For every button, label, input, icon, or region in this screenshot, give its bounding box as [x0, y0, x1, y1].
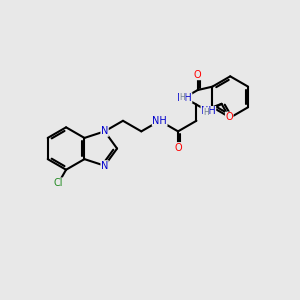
Text: O: O — [174, 142, 182, 153]
Text: NH: NH — [152, 116, 167, 126]
Text: N: N — [101, 161, 108, 171]
Text: N: N — [101, 126, 108, 136]
Text: NH: NH — [177, 93, 192, 103]
Text: H: H — [179, 93, 185, 102]
Text: Cl: Cl — [54, 178, 63, 188]
Text: O: O — [225, 112, 233, 122]
Text: H: H — [203, 108, 209, 117]
Text: O: O — [194, 70, 202, 80]
Text: NH: NH — [201, 106, 216, 116]
